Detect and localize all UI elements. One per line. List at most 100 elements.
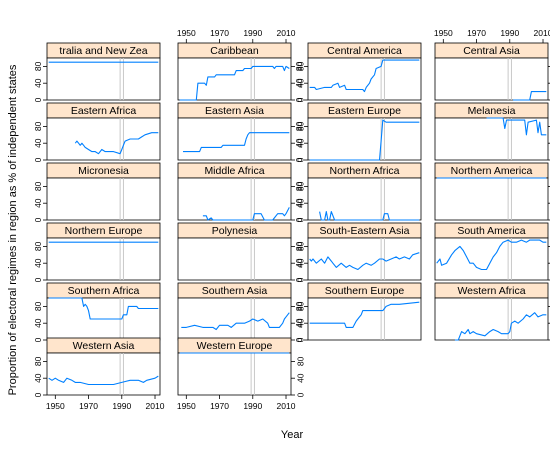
y-tick-label: 80 — [294, 61, 304, 71]
y-tick-label: 80 — [295, 61, 305, 71]
y-tick-label: 0 — [294, 157, 304, 162]
x-tick-label: 2010 — [146, 401, 165, 411]
y-tick-label: 80 — [33, 301, 43, 311]
panel-title: Eastern Asia — [205, 105, 264, 117]
y-tick-label: 40 — [295, 138, 305, 148]
y-tick-label: 0 — [33, 337, 43, 342]
y-tick-label: 80 — [295, 241, 305, 251]
panel: tralia and New Zea 0 40 80 — [33, 42, 161, 102]
panel-title: Central America — [327, 45, 402, 57]
x-tick-label: 1990 — [243, 28, 262, 38]
panel: Eastern Asia 0 40 80 — [177, 102, 305, 162]
panel-title: Polynesia — [212, 225, 258, 237]
x-tick-label: 1950 — [434, 28, 453, 38]
y-tick-label: 40 — [33, 373, 43, 383]
panel: Melanesia04080 — [434, 102, 550, 161]
series-line — [436, 239, 547, 271]
panel: Central America 0 40 80 — [294, 42, 422, 102]
y-tick-label: 0 — [33, 157, 43, 162]
x-tick-label: 1950 — [177, 28, 196, 38]
panel-plot-area — [434, 57, 549, 101]
panel: Western Asia 0 40 80 — [33, 337, 161, 397]
panel-plot-area — [177, 237, 292, 281]
panel: Eastern Europe 0 40 80 — [294, 102, 422, 162]
y-tick-label: 40 — [33, 78, 43, 88]
x-tick-label: 2010 — [534, 28, 550, 38]
y-tick-label: 80 — [294, 301, 304, 311]
series-line — [454, 312, 547, 341]
series-line — [202, 207, 290, 221]
panel-plot-area — [46, 352, 161, 396]
series-line — [48, 375, 159, 386]
series-line — [74, 132, 159, 155]
panel: Middle Africa 0 40 80 — [177, 162, 305, 222]
series-line — [309, 59, 420, 93]
panel-grid: tralia and New Zea04080Caribbean04080Cen… — [33, 28, 550, 411]
y-tick-label: 40 — [295, 258, 305, 268]
panel-title: Eastern Africa — [71, 105, 137, 117]
panel-title: tralia and New Zea — [59, 45, 147, 57]
series-line — [319, 211, 420, 221]
panel-title: Southern Asia — [202, 285, 268, 297]
y-tick-label: 0 — [295, 157, 305, 162]
y-tick-label: 40 — [295, 78, 305, 88]
y-tick-label: 0 — [295, 392, 305, 397]
y-tick-label: 40 — [294, 198, 304, 208]
series-line — [183, 132, 290, 153]
panel-title: Northern Europe — [65, 225, 143, 237]
series-line — [513, 91, 547, 101]
x-tick-label: 1970 — [210, 401, 229, 411]
series-line — [309, 301, 420, 328]
series-line — [48, 297, 159, 320]
panel-plot-area — [307, 297, 422, 341]
y-tick-label: 0 — [295, 97, 305, 102]
series-line — [181, 312, 290, 331]
panel-plot-area — [307, 57, 422, 101]
y-tick-label: 80 — [294, 181, 304, 191]
panel-plot-area — [307, 177, 422, 221]
y-tick-label: 0 — [295, 277, 305, 282]
y-tick-label: 80 — [294, 241, 304, 251]
x-tick-label: 1990 — [243, 401, 262, 411]
x-tick-label: 1970 — [79, 401, 98, 411]
panel-plot-area — [46, 57, 161, 101]
y-tick-label: 0 — [294, 217, 304, 222]
panel: Northern Europe 0 40 80 — [33, 222, 161, 282]
panel-plot-area — [434, 297, 549, 341]
x-tick-label: 1950 — [177, 401, 196, 411]
y-tick-label: 40 — [294, 138, 304, 148]
x-tick-label: 1990 — [112, 401, 131, 411]
panel: Southern Europe 0 40 80 — [294, 282, 422, 342]
y-tick-label: 40 — [33, 318, 43, 328]
panel-plot-area — [46, 117, 161, 161]
y-tick-label: 0 — [33, 277, 43, 282]
panel: Western Europe 0 40 80 — [177, 337, 305, 397]
panel-title: Caribbean — [210, 45, 259, 57]
y-tick-label: 40 — [295, 198, 305, 208]
y-tick-label: 80 — [295, 181, 305, 191]
y-tick-label: 40 — [33, 198, 43, 208]
y-tick-label: 40 — [294, 318, 304, 328]
panel-title: Western Asia — [73, 340, 135, 352]
panel-title: Northern Africa — [329, 165, 399, 177]
y-tick-label: 40 — [295, 318, 305, 328]
panel-plot-area — [307, 117, 422, 161]
panel-plot-area — [177, 352, 292, 396]
x-tick-label: 2010 — [277, 401, 296, 411]
y-tick-label: 0 — [294, 337, 304, 342]
y-tick-label: 0 — [33, 392, 43, 397]
series-line — [309, 252, 420, 271]
y-tick-label: 40 — [294, 258, 304, 268]
panel: Southern Africa 0 40 80 — [33, 282, 161, 342]
panel-title: Western Africa — [457, 285, 525, 297]
y-tick-label: 0 — [295, 217, 305, 222]
panel: South-Eastern Asia 0 40 80 — [294, 222, 422, 282]
y-tick-label: 80 — [33, 356, 43, 366]
panel-plot-area — [177, 57, 292, 101]
y-tick-label: 40 — [295, 373, 305, 383]
